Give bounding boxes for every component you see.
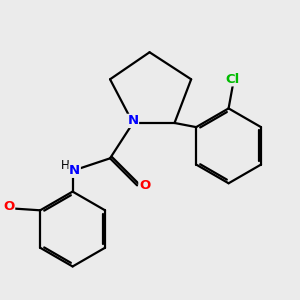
Text: N: N	[69, 164, 80, 177]
Text: O: O	[139, 179, 150, 192]
Text: O: O	[3, 200, 15, 213]
Text: N: N	[128, 114, 139, 128]
Text: Cl: Cl	[226, 73, 240, 86]
Text: H: H	[61, 159, 70, 172]
